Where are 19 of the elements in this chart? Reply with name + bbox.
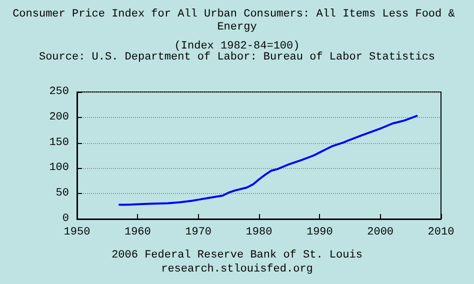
chart-title: Consumer Price Index for All Urban Consumers: All Items Less Food & Energy — [12, 8, 462, 34]
text: research.stlouisfed.org — [161, 264, 313, 276]
y-tick-label: 250 — [49, 86, 69, 98]
y-tick-label: 0 — [62, 213, 69, 225]
y-tick-label: 100 — [49, 162, 69, 174]
y-tick-label: 200 — [49, 111, 69, 124]
line-series — [118, 114, 418, 206]
x-tick-label: 2010 — [428, 226, 454, 238]
source-note: Source: U.S. Department of Labor: Bureau of Labor Statistics — [38, 52, 436, 64]
y-tick-label: 150 — [49, 136, 69, 149]
x-tick-label: 1970 — [185, 226, 212, 238]
y-tick-label: 50 — [56, 188, 69, 200]
x-tick-label: 1960 — [124, 226, 151, 238]
text: 2006 Federal Reserve Bank of St. Louis — [112, 250, 362, 262]
x-tick-label: 1990 — [306, 226, 333, 238]
x-tick-label: 1950 — [64, 226, 90, 238]
x-tick-label: 2000 — [367, 226, 394, 238]
x-tick-label: 1980 — [246, 226, 272, 238]
chart-subtitle: (Index 1982-84=100) — [174, 40, 300, 52]
